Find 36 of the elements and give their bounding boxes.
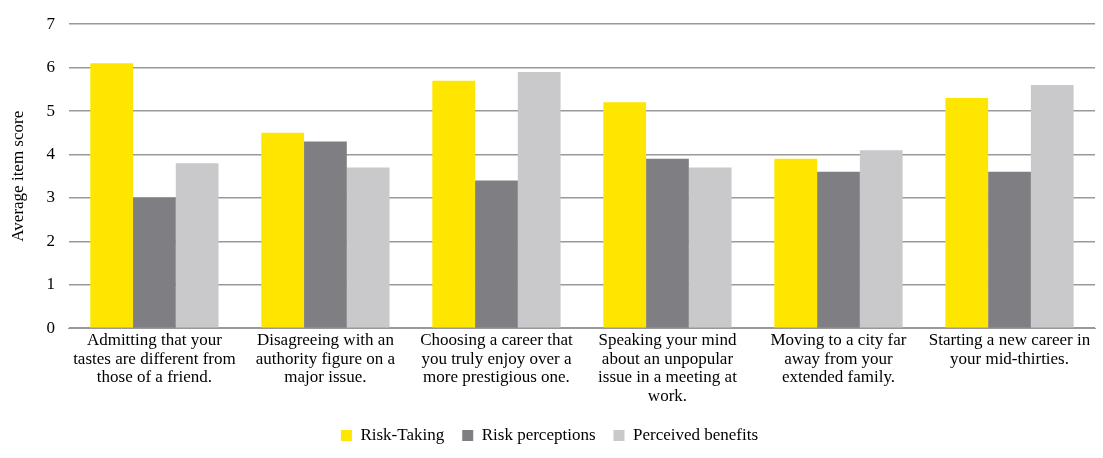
x-tick-label: Admitting that your tastes are different from those of a friend. xyxy=(73,330,236,387)
legend-label: Perceived benefits xyxy=(633,424,759,444)
bar xyxy=(774,158,818,328)
y-tick-label: 1 xyxy=(46,274,55,294)
y-tick-label: 0 xyxy=(46,317,55,337)
bar xyxy=(688,167,732,328)
y-tick-label: 6 xyxy=(46,57,55,77)
bar xyxy=(646,158,689,328)
legend-label: Risk perceptions xyxy=(481,424,596,444)
bar xyxy=(133,197,176,328)
x-tick-label: Speaking your mind about an unpopular issue in a meeting at work. xyxy=(598,330,738,406)
bar xyxy=(517,71,561,328)
bar xyxy=(475,180,518,328)
bar xyxy=(603,102,647,328)
y-tick-label: 4 xyxy=(46,143,56,163)
y-tick-label: 3 xyxy=(46,187,55,207)
x-tick-label: Moving to a city far away from your extended family. xyxy=(770,330,907,387)
y-tick-label: 7 xyxy=(46,13,56,33)
bar xyxy=(945,98,989,328)
bar xyxy=(859,150,903,328)
bar xyxy=(261,132,305,328)
bar xyxy=(988,171,1031,328)
bar xyxy=(817,171,860,328)
bar xyxy=(346,167,390,328)
legend-label: Risk-Taking xyxy=(360,424,445,444)
bar xyxy=(304,141,347,328)
x-tick-label: Choosing a career that you truly enjoy over a more prestigious one. xyxy=(420,330,573,387)
y-tick-label: 2 xyxy=(46,230,55,250)
y-tick-label: 5 xyxy=(46,100,55,120)
x-tick-label: Starting a new career in your mid-thirties. xyxy=(928,330,1091,368)
x-tick-label: Disagreeing with an authority figure on a major issue. xyxy=(255,330,396,387)
bar xyxy=(1030,85,1074,328)
bar xyxy=(90,63,134,328)
y-axis-title: Average item score xyxy=(7,110,27,242)
bar xyxy=(432,80,476,328)
bar xyxy=(175,163,219,328)
